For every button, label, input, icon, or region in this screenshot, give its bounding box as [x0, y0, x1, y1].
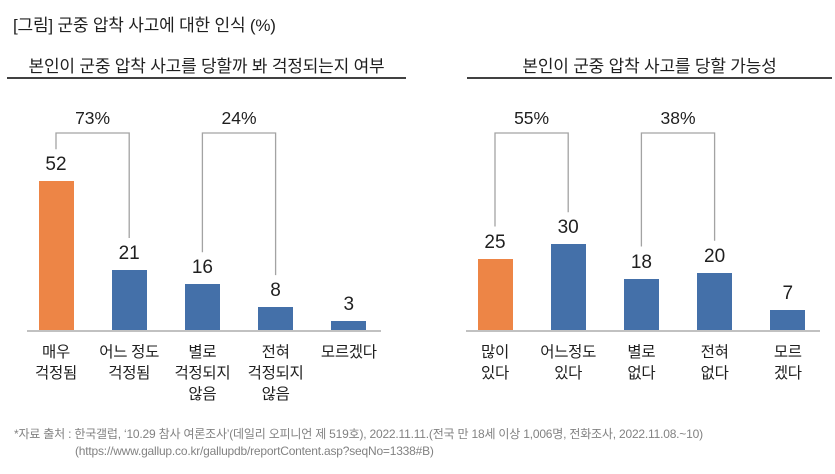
category-label: 모르 겠다 [773, 344, 802, 382]
bar [697, 272, 733, 330]
category-label: 별로 없다 [627, 344, 656, 382]
source-line-2: (https://www.gallup.co.kr/gallupdb/repor… [75, 444, 434, 458]
bar [258, 307, 294, 330]
bracket-line [55, 132, 130, 238]
x-axis-line [27, 330, 381, 332]
chart-title-likelihood: 본인이 군중 압착 사고를 당할 가능성 [522, 57, 777, 76]
bar [770, 309, 806, 330]
category-label: 어느정도 있다 [540, 344, 597, 382]
category-label: 매우 걱정됨 [35, 344, 77, 382]
bracket-lines [494, 132, 716, 247]
category-label: 많이 있다 [481, 344, 509, 382]
title-underline-right [467, 77, 832, 79]
figure-title: [그림] 군중 압착 사고에 대한 인식 (%) [13, 16, 276, 35]
chart-title-worry: 본인이 군중 압착 사고를 당할까 봐 걱정되는지 여부 [28, 57, 385, 76]
bracket-lines [55, 132, 277, 276]
category-label: 모르겠다 [320, 344, 377, 361]
bar-value-label: 7 [782, 282, 794, 304]
bar-chart-likelihood: 55% 38% 25 많이 있다 30 어느정도 있다 18 별로 없다 20 전혀 없다 7 모르 … [466, 100, 820, 430]
bar [331, 321, 367, 330]
bar [184, 284, 220, 330]
bar [111, 269, 147, 330]
category-label: 전혀 없다 [700, 344, 729, 382]
source-line-1: *자료 출처 : 한국갤럽, ‘10.29 참사 여론조사’(데일리 오피니언 … [14, 427, 703, 441]
bar-value-label: 25 [484, 231, 506, 253]
bracket-line [201, 132, 277, 276]
bar-value-label: 3 [343, 294, 355, 316]
source-note: *자료 출처 : 한국갤럽, ‘10.29 참사 여론조사’(데일리 오피니언 … [14, 426, 703, 460]
bracket-sum-label: 38% [660, 108, 696, 128]
title-underline-left [7, 77, 406, 79]
bracket-sum-label: 55% [514, 108, 550, 128]
bar-value-label: 18 [630, 251, 652, 273]
bracket-sum-label: 73% [75, 108, 111, 128]
bar-value-label: 21 [118, 242, 140, 264]
bar-value-label: 20 [704, 245, 726, 267]
bar-value-label: 16 [191, 257, 213, 279]
bar-value-label: 30 [557, 217, 579, 239]
bar-chart-worry: 73% 24% 52 매우 걱정됨 21 어느 정도 걱정됨 16 별로 걱정되지 않음 8 전혀… [27, 100, 381, 430]
x-axis-line [466, 330, 820, 332]
category-label: 어느 정도 걱정됨 [99, 344, 160, 382]
category-label: 전혀 걱정되지 않음 [247, 344, 304, 403]
bar-value-label: 52 [45, 154, 67, 176]
bar [623, 278, 659, 330]
bar-highlighted [477, 258, 513, 330]
bracket-line [640, 132, 716, 247]
category-label: 별로 걱정되지 않음 [174, 344, 231, 403]
bracket-sum-label: 24% [221, 108, 257, 128]
bar-highlighted [38, 181, 74, 330]
bar [550, 244, 586, 330]
bar-value-label: 8 [270, 280, 281, 302]
bracket-line [494, 132, 569, 227]
